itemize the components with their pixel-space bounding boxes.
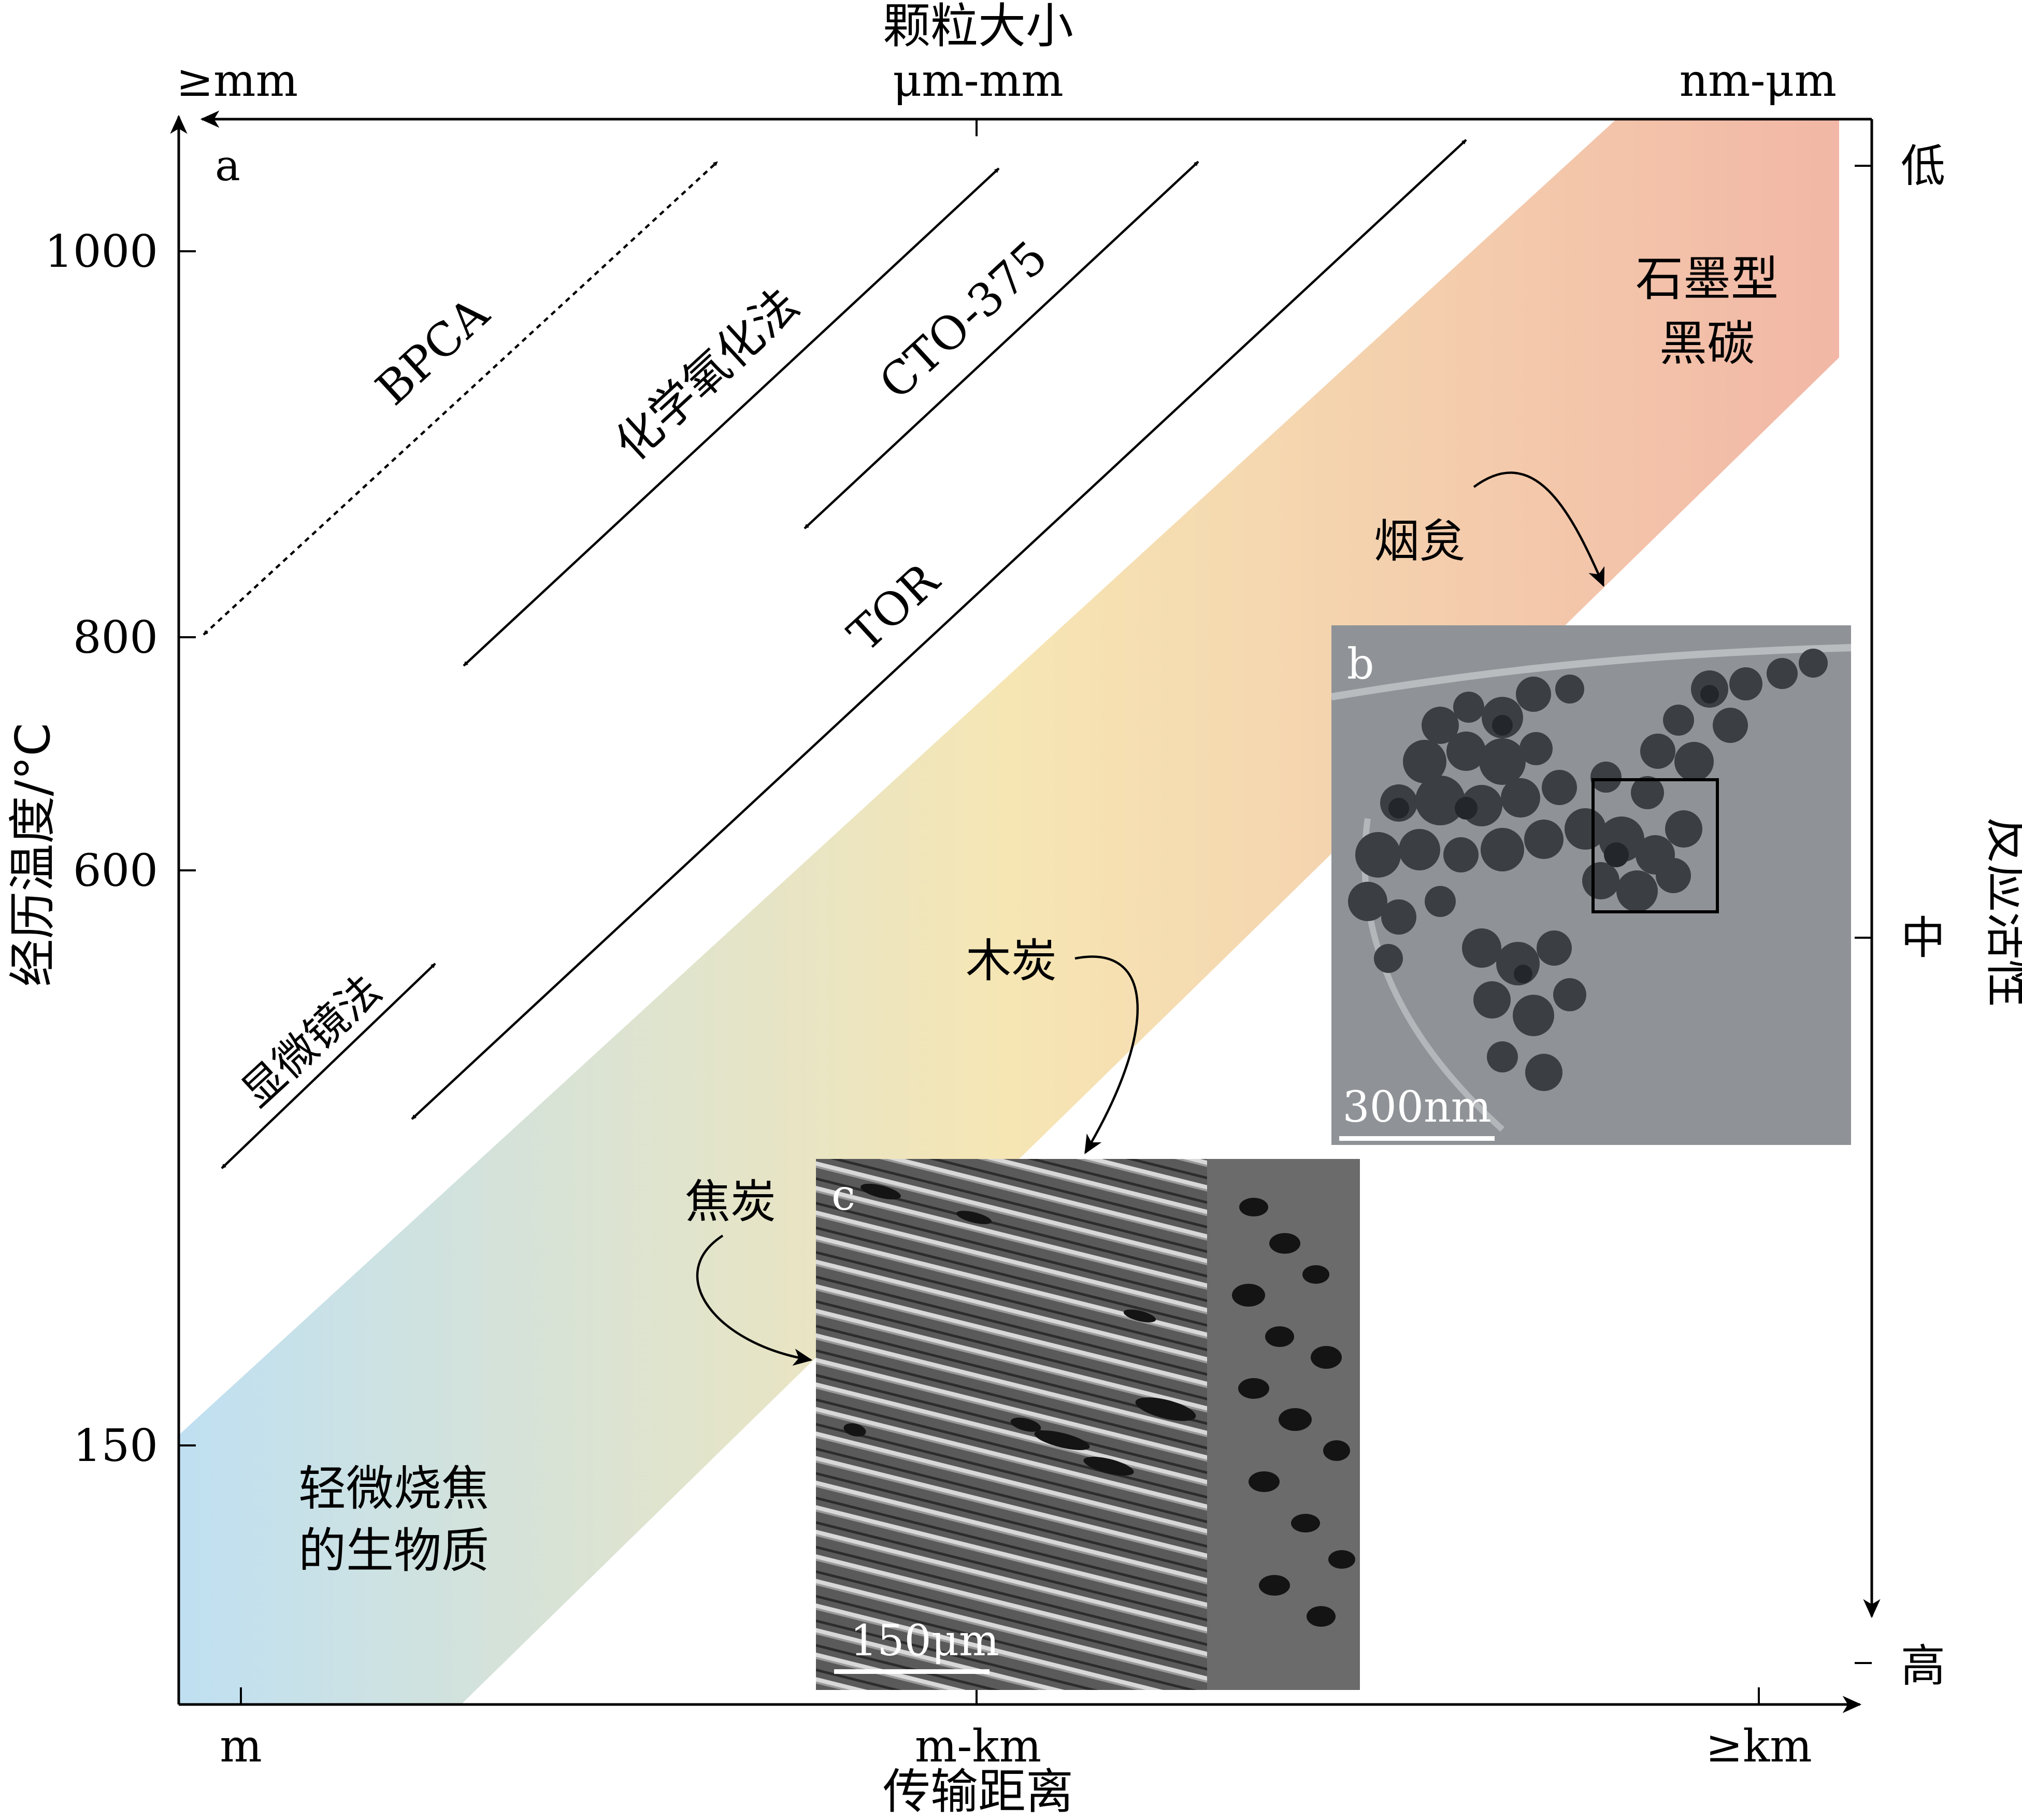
inset-b-soot-micrograph: b 300nm [1331, 625, 1851, 1145]
bottom-axis-title: 传输距离 [883, 1764, 1073, 1819]
scale-bar-b [1339, 1136, 1495, 1141]
annotation-soot: 烟炱 [1374, 514, 1465, 568]
band-label-biomass-line1: 轻微烧焦 [298, 1461, 489, 1516]
band-label-graphitic-line2: 黑碳 [1659, 316, 1755, 371]
left-tick-label-1000: 1000 [45, 226, 158, 278]
method-label-tor: TOR [838, 552, 950, 662]
bpca-range-arrow [203, 161, 719, 636]
soot-callout-arrow [1473, 471, 1605, 587]
bottom-tick-label-km: ≥km [1705, 1721, 1812, 1772]
panel-label-c: c [831, 1171, 855, 1220]
annotation-char: 焦炭 [685, 1175, 776, 1228]
plot-frame [170, 110, 1881, 1713]
scale-label-c: 150μm [850, 1616, 999, 1666]
char-callout-arrow [696, 1235, 813, 1366]
inset-c-char-micrograph: c 150μm [816, 1159, 1360, 1690]
top-tick-label-mm: ≥mm [176, 55, 298, 107]
annotation-charcoal: 木炭 [966, 934, 1057, 987]
tor-range-arrow [411, 139, 1467, 1120]
top-tick-label-um-mm: μm-mm [893, 55, 1064, 107]
method-label-microscopy: 显微镜法 [233, 966, 391, 1117]
right-tick-label-mid: 中 [1901, 912, 1945, 964]
left-tick-label-800: 800 [73, 612, 158, 664]
right-tick-label-high: 高 [1901, 1640, 1945, 1692]
left-tick-label-600: 600 [73, 845, 158, 897]
panel-label-a: a [215, 141, 240, 191]
scale-label-b: 300nm [1342, 1083, 1491, 1132]
left-tick-label-150: 150 [73, 1420, 158, 1472]
charcoal-callout-arrow [1074, 955, 1139, 1154]
bottom-tick-label-m-km: m-km [915, 1721, 1041, 1772]
soot-aggregate [1348, 649, 1828, 1091]
char-pores [843, 1183, 1355, 1627]
right-tick-label-low: 低 [1901, 140, 1945, 192]
axis-ticks [179, 119, 1872, 1704]
band-label-graphitic-line1: 石墨型 [1636, 251, 1779, 307]
band-label-biomass-line2: 的生物质 [298, 1523, 489, 1579]
method-label-bpca: BPCA [366, 286, 499, 415]
cto-range-arrow [804, 161, 1199, 529]
zoom-box [1591, 778, 1719, 913]
right-axis-title: 反应活性 [1981, 816, 2022, 1007]
top-tick-label-nm-um: nm-μm [1680, 55, 1837, 107]
scale-bar-c [834, 1669, 990, 1674]
left-axis-title: 经历温度/°C [5, 723, 61, 986]
bottom-tick-label-m: m [220, 1721, 262, 1772]
microscopy-range-arrow [221, 963, 436, 1169]
panel-label-b: b [1347, 640, 1374, 689]
top-axis-title: 颗粒大小 [883, 0, 1073, 54]
